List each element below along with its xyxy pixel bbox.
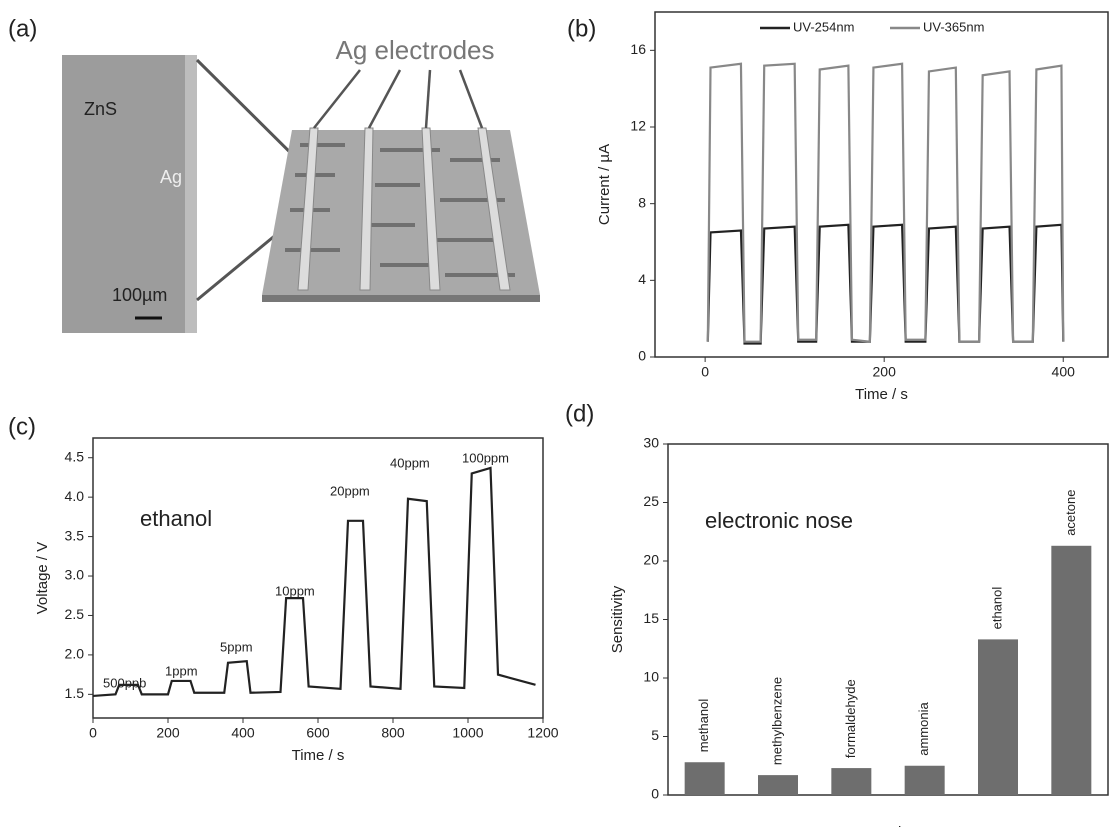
y-tick-label: 12 [630, 118, 646, 134]
line [93, 468, 536, 696]
y-tick-label: 2.5 [65, 606, 85, 622]
y-tick-label: 3.5 [65, 527, 85, 543]
x-tick-label: 400 [1052, 364, 1076, 380]
y-tick-label: 0 [638, 348, 646, 364]
annotation: 100ppm [462, 450, 509, 465]
bar [831, 768, 871, 795]
bar [1051, 546, 1091, 795]
annotation: 5ppm [220, 639, 253, 654]
x-tick-label: 1200 [527, 725, 558, 741]
y-axis-label: Current / µA [596, 144, 613, 225]
y-tick-label: 10 [643, 669, 659, 685]
y-axis-label: Voltage / V [34, 542, 51, 615]
panel-label: (c) [8, 413, 36, 440]
annotation: 20ppm [330, 483, 370, 498]
category-label: acetone [1063, 490, 1078, 536]
plot-frame [655, 12, 1108, 357]
y-tick-label: 15 [643, 610, 659, 626]
plot-frame [93, 438, 543, 718]
annotation: 40ppm [390, 455, 430, 470]
y-tick-label: 2.0 [65, 646, 85, 662]
x-tick-label: 200 [873, 364, 897, 380]
x-tick-label: 1000 [452, 725, 483, 741]
x-tick-label: 400 [231, 725, 255, 741]
line [708, 64, 1063, 342]
category-label: ammonia [916, 702, 931, 756]
x-tick-label: 0 [89, 725, 97, 741]
legend-label: UV-254nm [793, 19, 854, 34]
substrate-side [262, 295, 540, 302]
category-label: ethanol [989, 587, 1004, 630]
bar [905, 766, 945, 795]
bar [758, 775, 798, 795]
y-tick-label: 3.0 [65, 567, 85, 583]
y-tick-label: 4 [638, 271, 646, 287]
panel-label: (b) [567, 15, 596, 42]
y-tick-label: 25 [643, 493, 659, 509]
x-tick-label: 0 [701, 364, 709, 380]
annotation: 1ppm [165, 663, 198, 678]
y-axis-label: Sensitivity [609, 585, 626, 653]
bar [685, 762, 725, 795]
y-tick-label: 4.0 [65, 488, 85, 504]
x-axis-label: Time / s [855, 386, 908, 403]
category-label: methylbenzene [769, 677, 784, 765]
y-tick-label: 30 [643, 435, 659, 451]
y-tick-label: 8 [638, 194, 646, 210]
x-tick-label: 800 [381, 725, 405, 741]
figure: (a) Ag electrodes ZnS Ag 100µm (b) 0 4 8 12 1… [0, 0, 1110, 827]
y-tick-label: 1.5 [65, 685, 85, 701]
annotation: electronic nose [705, 508, 853, 533]
pointer-lines [314, 70, 482, 128]
y-tick-label: 0 [651, 786, 659, 802]
micrograph-edge [185, 55, 197, 333]
x-tick-label: 600 [306, 725, 330, 741]
category-label: methanol [696, 699, 711, 753]
y-tick-label: 16 [630, 41, 646, 57]
illustration-title: Ag electrodes [336, 35, 495, 65]
legend-label: UV-365nm [923, 19, 984, 34]
panel-label: (d) [565, 400, 594, 427]
panel-label: (a) [8, 15, 37, 42]
category-label: formaldehyde [843, 679, 858, 758]
plot-frame [668, 444, 1108, 795]
scale-bar-label: 100µm [112, 285, 167, 305]
y-tick-label: 20 [643, 552, 659, 568]
material-label: Ag [160, 167, 182, 187]
y-tick-label: 5 [651, 727, 659, 743]
x-tick-label: 200 [156, 725, 180, 741]
y-tick-label: 4.5 [65, 448, 85, 464]
material-label: ZnS [84, 99, 117, 119]
bar [978, 639, 1018, 795]
annotation: 10ppm [275, 583, 315, 598]
annotation: ethanol [140, 506, 212, 531]
illustration: (a) Ag electrodes ZnS Ag 100µm [8, 15, 540, 333]
x-axis-label: Time / s [292, 747, 345, 764]
